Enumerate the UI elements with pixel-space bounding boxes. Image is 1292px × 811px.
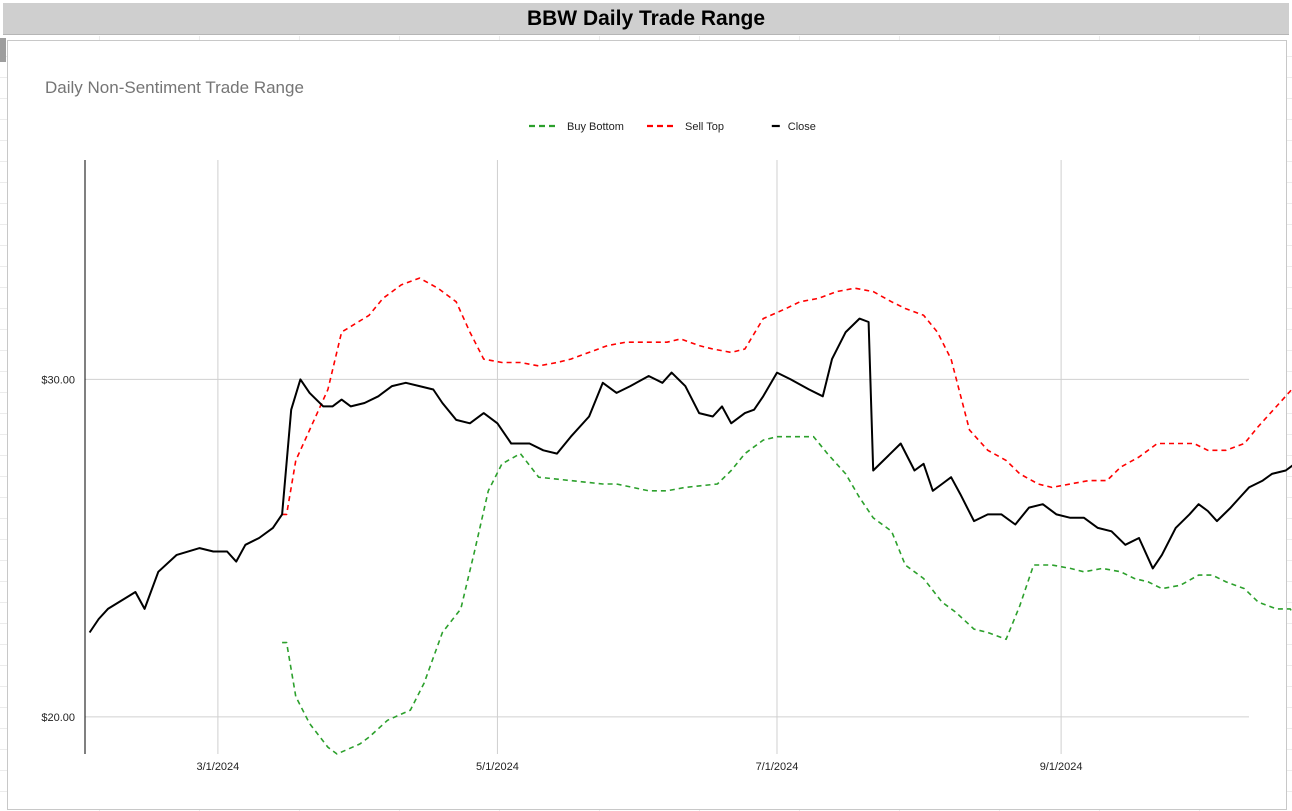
x-tick-label: 9/1/2024 [1040,761,1083,773]
x-axis-ticks: 3/1/2024 5/1/2024 7/1/2024 9/1/2024 [196,761,1082,773]
x-tick-label: 5/1/2024 [476,761,519,773]
y-tick-label: $20.00 [41,712,75,724]
sheet-banner: BBW Daily Trade Range [3,3,1289,35]
y-axis-ticks: $20.00 $30.00 [41,374,75,724]
sell-top-series-line [282,277,1292,516]
legend-item-close[interactable]: Close [771,121,816,133]
buy-bottom-series-line [282,435,1292,755]
legend-label: Sell Top [685,121,724,133]
series-layer [88,277,1292,755]
legend-item-buy-bottom[interactable]: Buy Bottom [529,121,624,133]
x-tick-label: 3/1/2024 [196,761,239,773]
legend-label: Close [788,121,816,133]
legend[interactable]: Buy Bottom Sell Top Close [529,121,816,133]
chart-title: Daily Non-Sentiment Trade Range [45,78,304,97]
legend-item-sell-top[interactable]: Sell Top [647,121,724,133]
banner-title: BBW Daily Trade Range [526,6,766,30]
chart-card[interactable] [7,40,1287,810]
sheet-corner-marker [0,38,6,62]
close-series-line [88,317,1292,634]
gridlines [85,160,1249,754]
x-tick-label: 7/1/2024 [756,761,799,773]
y-tick-label: $30.00 [41,374,75,386]
legend-label: Buy Bottom [567,121,624,133]
